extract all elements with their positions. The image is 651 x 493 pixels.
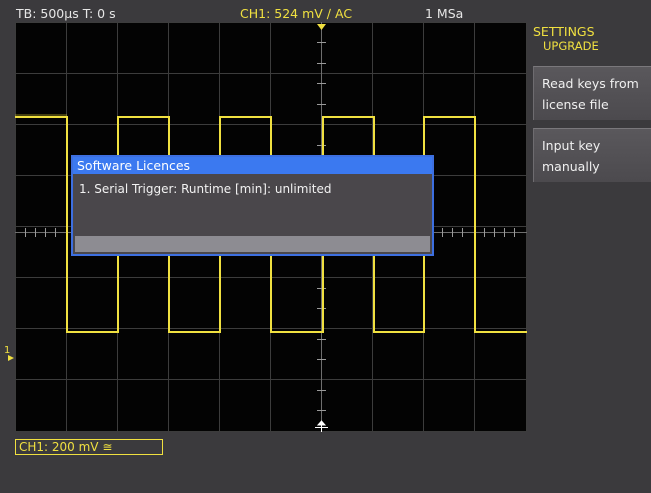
read-keys-from-file-button[interactable]: Read keys from license file xyxy=(533,66,651,120)
timebase-readout: TB: 500µs T: 0 s xyxy=(16,6,116,21)
sample-rate-readout: 1 MSa xyxy=(425,6,464,21)
menu-title: SETTINGS UPGRADE xyxy=(533,24,599,54)
software-licences-dialog: Software Licences 1. Serial Trigger: Run… xyxy=(71,155,434,256)
licence-list: 1. Serial Trigger: Runtime [min]: unlimi… xyxy=(73,174,432,235)
menu-title-sub: UPGRADE xyxy=(543,39,599,53)
trigger-level-marker-icon xyxy=(317,24,326,30)
softkey-label: Read keys from xyxy=(542,76,639,91)
center-cross-arrows-icon xyxy=(315,420,328,432)
trigger-readout: CH1: 524 mV ∕ AC xyxy=(240,6,353,21)
softkey-label: manually xyxy=(542,159,600,174)
ground-marker-icon: 1 xyxy=(4,345,14,361)
svg-text:1: 1 xyxy=(4,345,10,356)
softkey-label: Input key xyxy=(542,138,601,153)
dialog-title: Software Licences xyxy=(73,157,432,174)
softkey-label: license file xyxy=(542,97,609,112)
status-bar: TB: 500µs T: 0 s CH1: 524 mV ∕ AC 1 MSa xyxy=(0,0,651,22)
licence-item: 1. Serial Trigger: Runtime [min]: unlimi… xyxy=(79,182,332,196)
input-key-manually-button[interactable]: Input key manually xyxy=(533,128,651,182)
dialog-footer xyxy=(75,236,430,252)
channel1-scale-box[interactable]: CH1: 200 mV ≅ xyxy=(15,439,163,455)
menu-title-main: SETTINGS xyxy=(533,24,595,39)
